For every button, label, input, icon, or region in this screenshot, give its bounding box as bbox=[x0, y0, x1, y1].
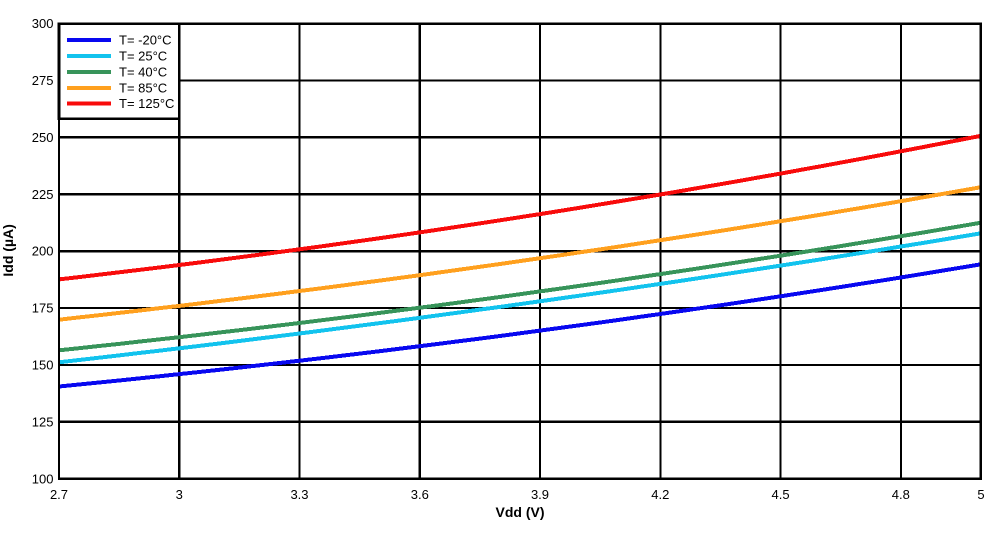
svg-text:Vdd (V): Vdd (V) bbox=[496, 504, 545, 520]
svg-text:T= 25°C: T= 25°C bbox=[119, 49, 167, 64]
svg-text:T= 125°C: T= 125°C bbox=[119, 96, 174, 111]
svg-text:125: 125 bbox=[32, 414, 54, 429]
svg-text:275: 275 bbox=[32, 73, 54, 88]
svg-text:200: 200 bbox=[32, 244, 54, 259]
svg-text:3: 3 bbox=[176, 487, 183, 502]
svg-text:3.6: 3.6 bbox=[411, 487, 429, 502]
svg-text:2.7: 2.7 bbox=[50, 487, 68, 502]
svg-text:T= 40°C: T= 40°C bbox=[119, 65, 167, 80]
svg-text:3.9: 3.9 bbox=[531, 487, 549, 502]
svg-text:100: 100 bbox=[32, 471, 54, 486]
svg-text:T= 85°C: T= 85°C bbox=[119, 80, 167, 95]
svg-text:Idd (µA): Idd (µA) bbox=[0, 224, 16, 276]
svg-text:150: 150 bbox=[32, 358, 54, 373]
svg-text:T= -20°C: T= -20°C bbox=[119, 33, 172, 48]
svg-text:4.2: 4.2 bbox=[651, 487, 669, 502]
svg-text:300: 300 bbox=[32, 16, 54, 31]
svg-text:175: 175 bbox=[32, 301, 54, 316]
svg-text:250: 250 bbox=[32, 130, 54, 145]
svg-text:3.3: 3.3 bbox=[290, 487, 308, 502]
svg-text:4.5: 4.5 bbox=[772, 487, 790, 502]
svg-text:5: 5 bbox=[977, 487, 984, 502]
svg-text:4.8: 4.8 bbox=[892, 487, 910, 502]
svg-text:225: 225 bbox=[32, 187, 54, 202]
